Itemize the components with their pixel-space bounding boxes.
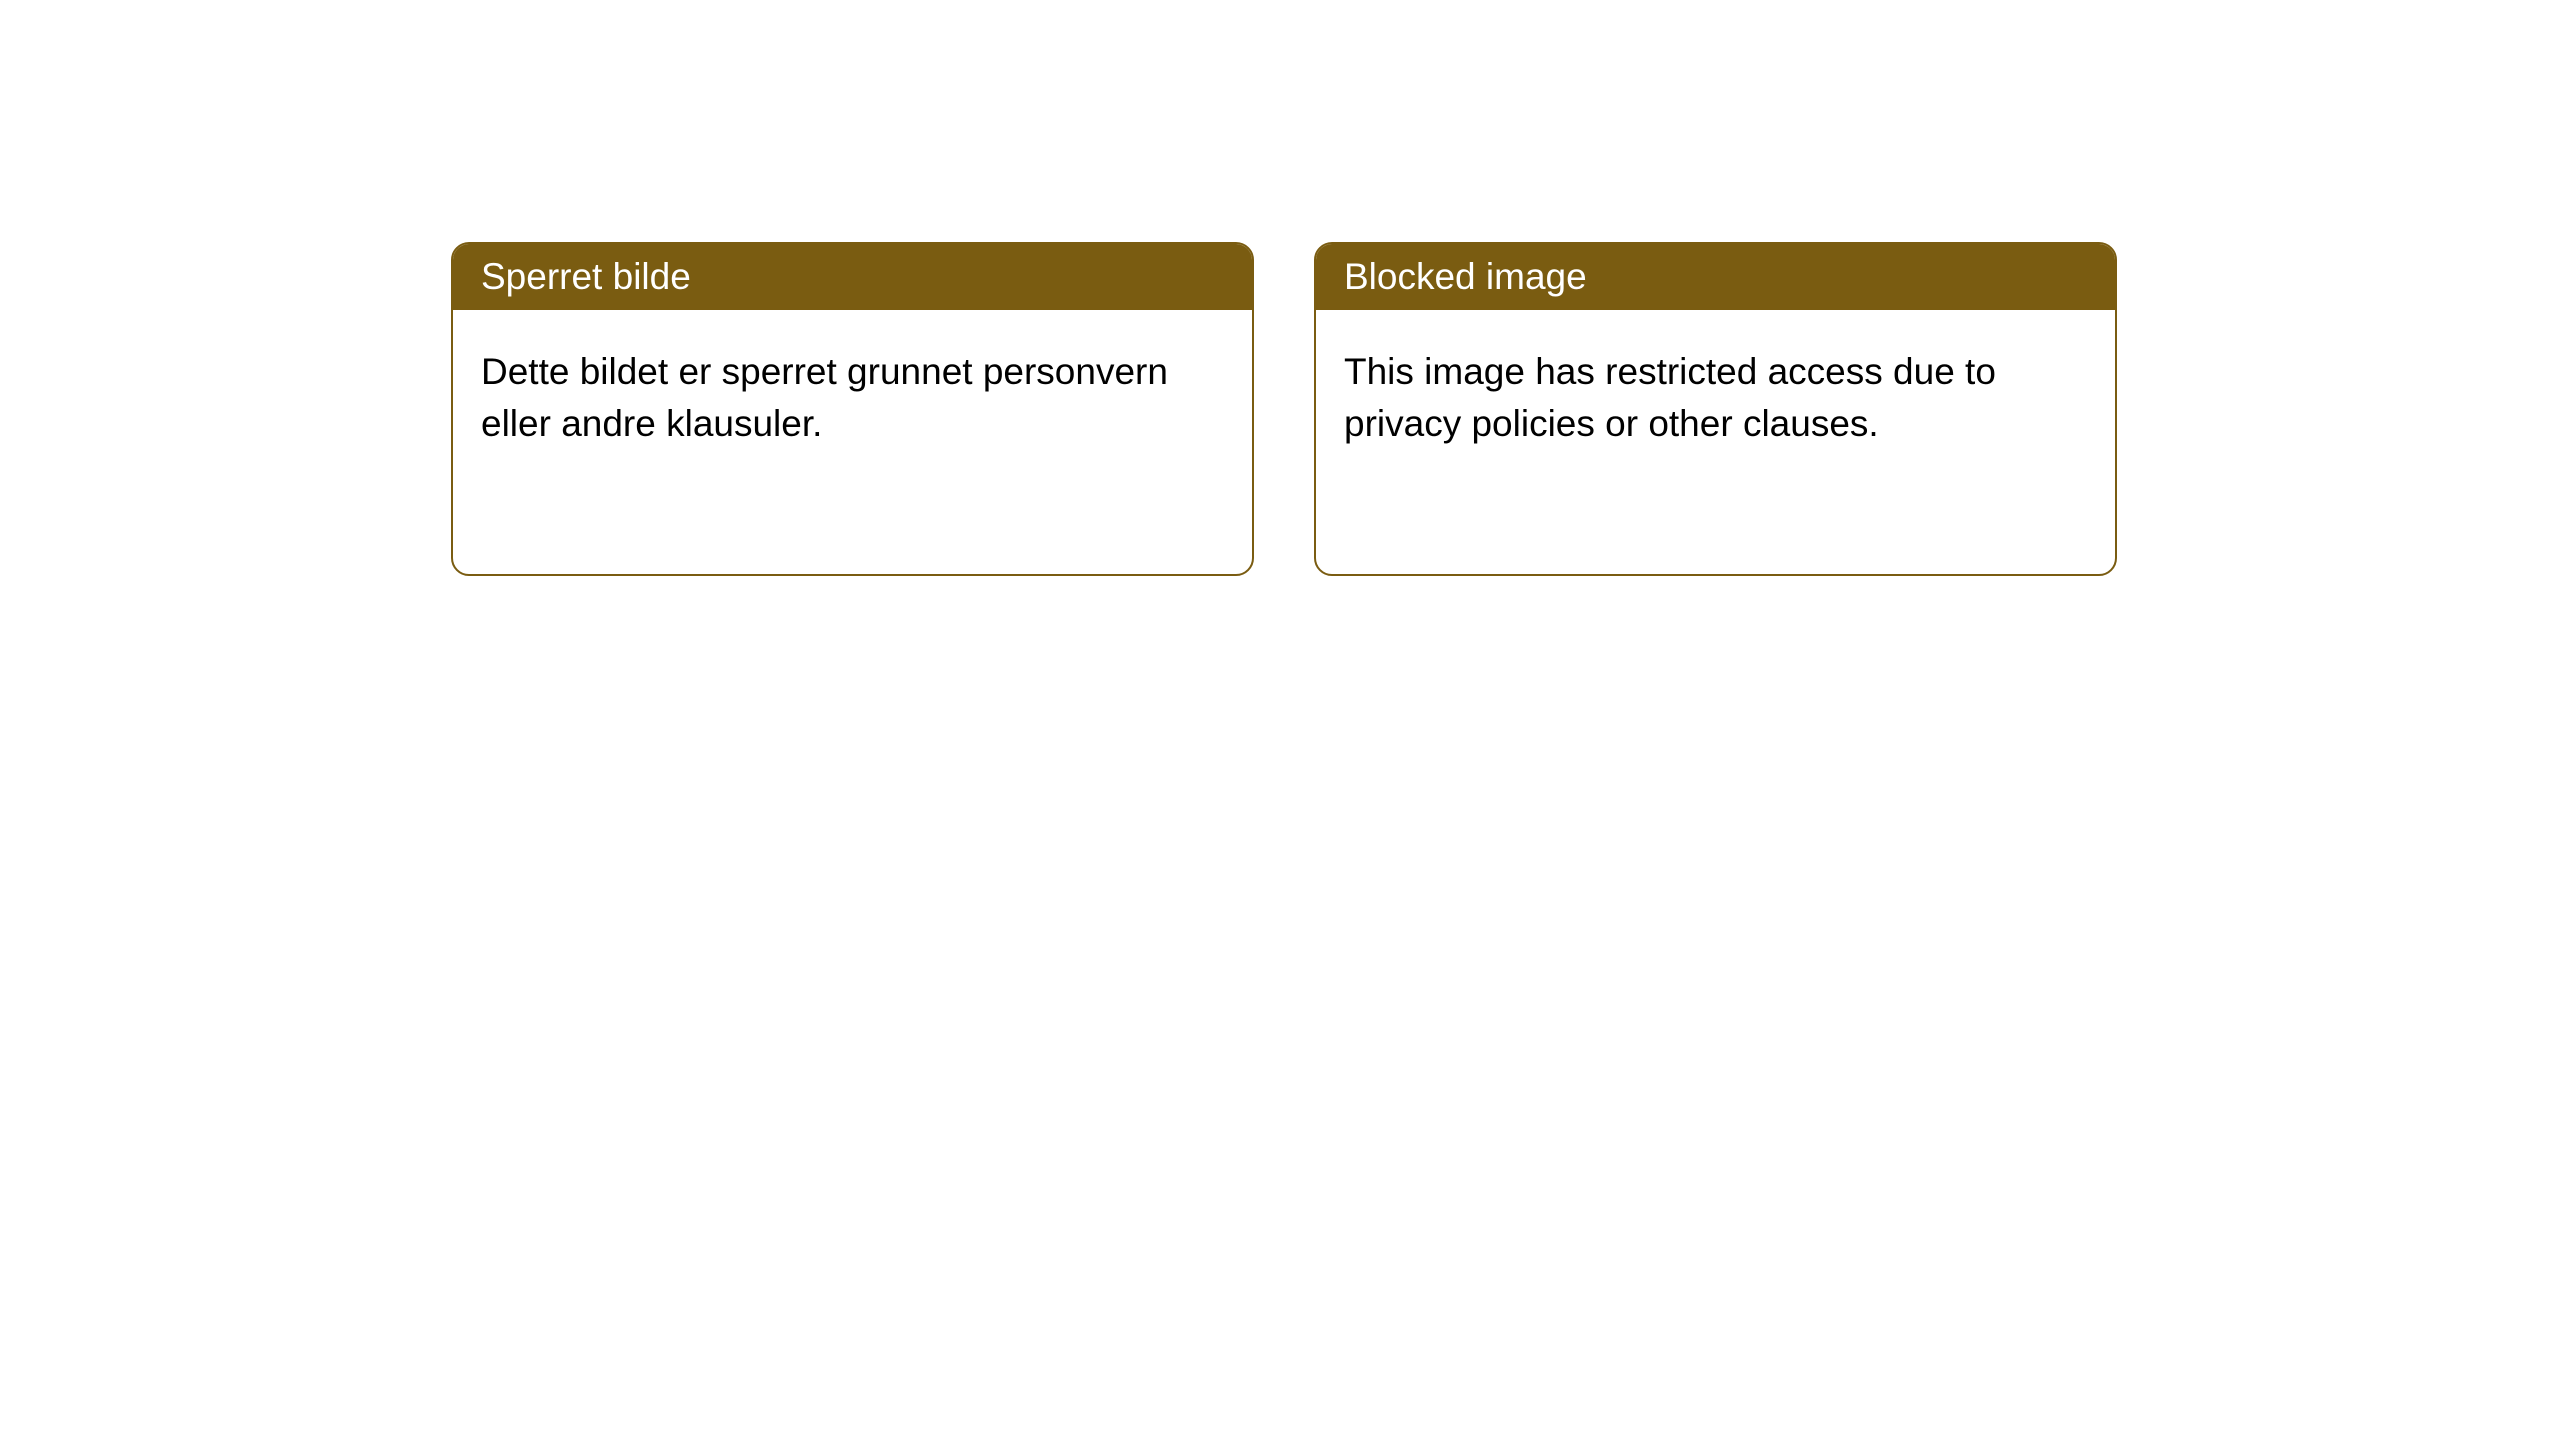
- notice-header-nb: Sperret bilde: [453, 244, 1252, 310]
- notice-header-en: Blocked image: [1316, 244, 2115, 310]
- notice-card-nb: Sperret bilde Dette bildet er sperret gr…: [451, 242, 1254, 576]
- notice-body-nb: Dette bildet er sperret grunnet personve…: [453, 310, 1252, 486]
- notice-card-en: Blocked image This image has restricted …: [1314, 242, 2117, 576]
- notice-cards-container: Sperret bilde Dette bildet er sperret gr…: [451, 242, 2117, 576]
- notice-body-en: This image has restricted access due to …: [1316, 310, 2115, 486]
